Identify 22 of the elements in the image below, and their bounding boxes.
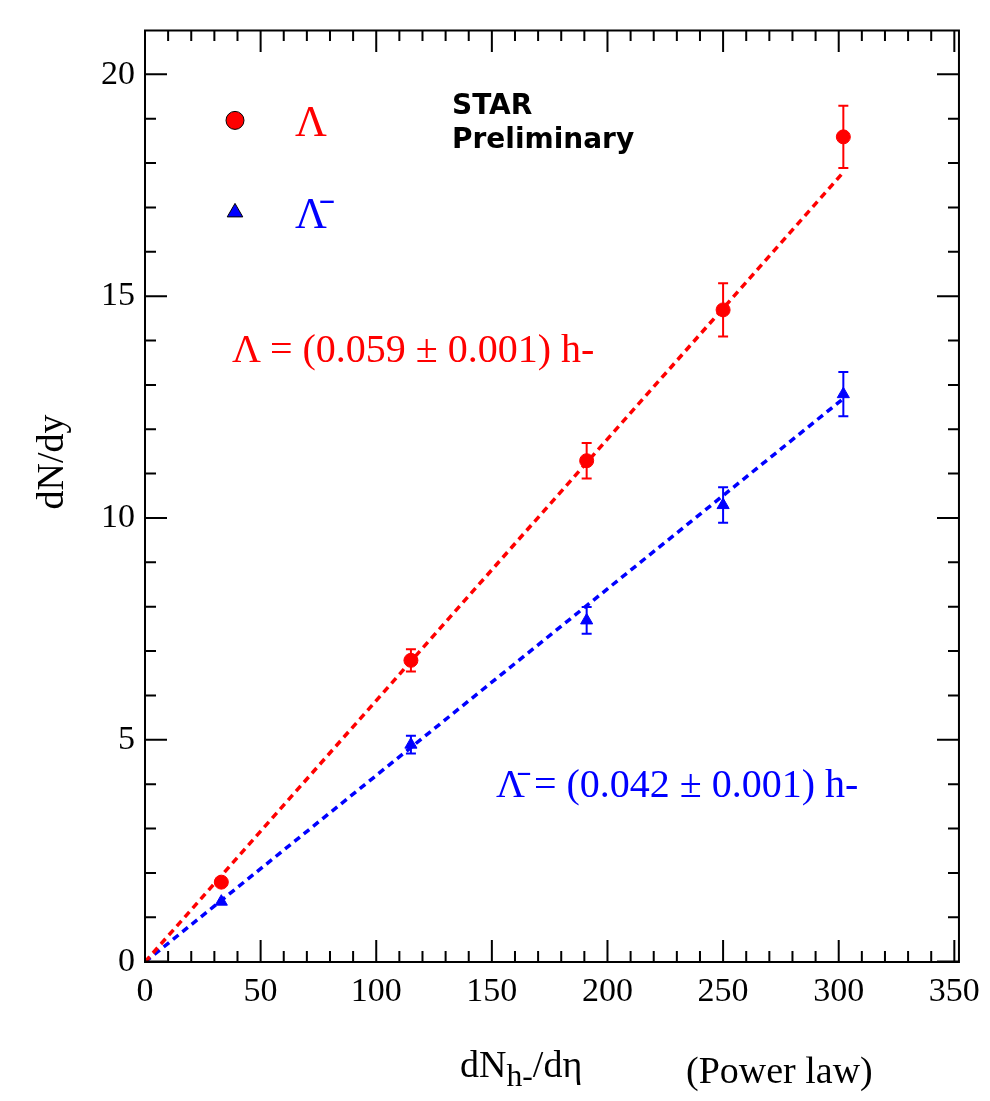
point bbox=[214, 894, 228, 906]
y-tick-label: 0 bbox=[118, 940, 135, 978]
text: (Power law) bbox=[686, 1048, 873, 1092]
y-tick-label: 10 bbox=[101, 497, 135, 535]
legend-label: Λ bbox=[295, 96, 327, 146]
y-tick-label: 20 bbox=[101, 53, 135, 91]
x-tick-label: 250 bbox=[697, 971, 749, 1009]
annotation: STAR Preliminary bbox=[452, 88, 636, 156]
annotation: Λ = (0.059 ± 0.001) h- bbox=[232, 325, 595, 372]
y-tick-label: 15 bbox=[101, 275, 135, 313]
x-tick-label: 200 bbox=[581, 971, 633, 1009]
y-axis-title: dN/dy bbox=[28, 413, 72, 512]
x-tick-label: 300 bbox=[813, 971, 865, 1009]
legend-label: Λ̄ bbox=[295, 188, 334, 238]
y-tick-label: 5 bbox=[118, 719, 135, 757]
x-tick-label: 100 bbox=[350, 971, 402, 1009]
annotation: Λ̄ = (0.042 ± 0.001) h- bbox=[496, 760, 859, 807]
x-tick-label: 50 bbox=[243, 971, 278, 1009]
point bbox=[213, 874, 229, 890]
x-tick-label: 150 bbox=[466, 971, 518, 1009]
x-tick-label: 350 bbox=[928, 971, 980, 1009]
x-axis-title: dN$_{h-}$/dη bbox=[460, 1042, 583, 1094]
